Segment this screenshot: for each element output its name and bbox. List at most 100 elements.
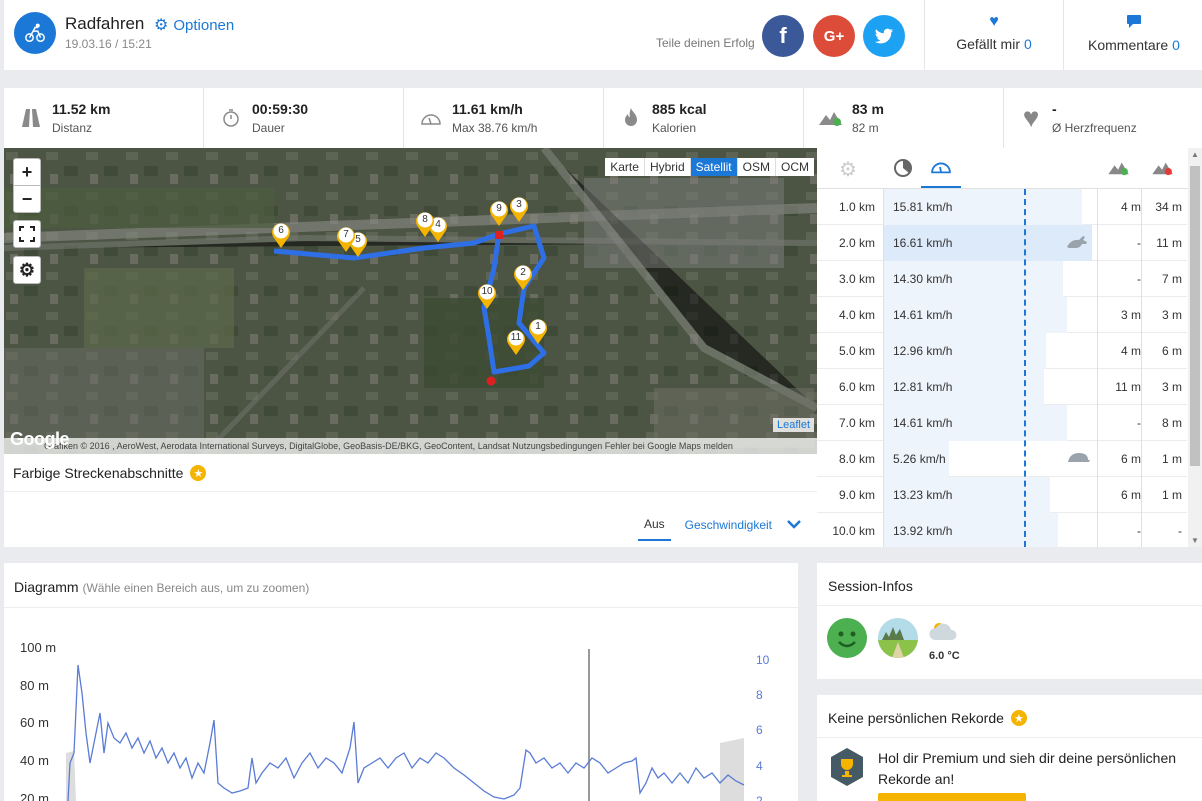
elevation-up-icon[interactable] — [1107, 160, 1131, 181]
route-marker[interactable]: 7 — [335, 225, 357, 253]
y-axis-label: 80 m — [20, 678, 49, 693]
scroll-down-icon[interactable]: ▼ — [1191, 536, 1199, 545]
split-km: 2.0 km — [838, 236, 875, 250]
stat-value: 83 m — [852, 101, 884, 117]
bicycle-icon — [14, 12, 56, 54]
route-map[interactable]: 1 2 3 4 5 6 7 8 9 10 11 + − ⚙ Karte Hybrid Satelli… — [4, 148, 817, 454]
split-speed: 14.30 km/h — [893, 272, 953, 286]
route-marker[interactable]: 1 — [527, 317, 549, 345]
stat-label: Ø Herzfrequenz — [1052, 121, 1137, 135]
split-speed: 12.81 km/h — [893, 380, 953, 394]
split-row[interactable]: 2.0 km 16.61 km/h - 11 m — [817, 225, 1187, 261]
layer-satellit[interactable]: Satellit — [689, 158, 737, 176]
split-elevation-up: 3 m — [1120, 308, 1141, 322]
tab-speed[interactable]: Geschwindigkeit — [684, 518, 772, 532]
divider — [924, 0, 925, 70]
temperature: 6.0 °C — [929, 650, 960, 662]
scrollbar-thumb[interactable] — [1190, 166, 1200, 466]
twitter-share-button[interactable] — [863, 15, 905, 57]
cloud-icon — [927, 618, 961, 647]
y2-axis-label: 8 — [756, 688, 763, 702]
split-row[interactable]: 9.0 km 13.23 km/h 6 m 1 m — [817, 477, 1187, 513]
layer-ocm[interactable]: OCM — [775, 158, 814, 176]
comments-button[interactable]: Kommentare 0 — [1084, 14, 1184, 53]
layer-osm[interactable]: OSM — [736, 158, 775, 176]
route-marker[interactable]: 10 — [476, 282, 498, 310]
options-label: Optionen — [173, 16, 235, 34]
gear-icon[interactable]: ⚙ — [839, 159, 857, 181]
split-row[interactable]: 7.0 km 14.61 km/h - 8 m — [817, 405, 1187, 441]
marker-label: 9 — [496, 203, 502, 214]
layer-karte[interactable]: Karte — [610, 160, 639, 174]
route-marker[interactable]: 11 — [505, 328, 527, 356]
split-speed: 12.96 km/h — [893, 344, 953, 358]
activity-header: Radfahren 19.03.16 / 15:21 ⚙ Optionen Te… — [4, 0, 1202, 70]
stat-elevation: 83 m 82 m — [804, 88, 1004, 148]
section-mode-tabs: Aus Geschwindigkeit — [637, 509, 802, 541]
stat-heart-rate: ♥ - Ø Herzfrequenz — [1004, 88, 1202, 148]
split-speed: 13.92 km/h — [893, 524, 953, 538]
like-button[interactable]: ♥ Gefällt mir 0 — [954, 13, 1034, 53]
route-marker[interactable]: 8 — [414, 210, 436, 238]
route-marker[interactable]: 2 — [512, 263, 534, 291]
fullscreen-button[interactable] — [13, 220, 41, 248]
split-elevation-up: - — [1137, 272, 1141, 286]
y2-axis-label: 2 — [756, 794, 763, 801]
split-row[interactable]: 3.0 km 14.30 km/h - 7 m — [817, 261, 1187, 297]
speed-bar — [883, 261, 1063, 297]
google-plus-share-button[interactable]: G+ — [813, 15, 855, 57]
scroll-up-icon[interactable]: ▲ — [1191, 150, 1199, 159]
split-elevation-down: 3 m — [1161, 380, 1182, 394]
split-speed: 13.23 km/h — [893, 488, 953, 502]
pace-icon[interactable] — [893, 158, 913, 183]
divider — [4, 491, 817, 492]
facebook-share-button[interactable]: f — [762, 15, 804, 57]
split-row[interactable]: 1.0 km 15.81 km/h 4 m 34 m — [817, 189, 1187, 225]
zoom-in-button[interactable]: + — [13, 158, 41, 186]
layer-hybrid[interactable]: Hybrid — [643, 158, 690, 176]
zoom-out-button[interactable]: − — [13, 185, 41, 213]
split-speed: 15.81 km/h — [893, 200, 953, 214]
split-elevation-down: 1 m — [1161, 452, 1182, 466]
divider — [883, 189, 884, 547]
marker-label: 4 — [435, 219, 441, 230]
google-logo: Google — [10, 429, 70, 449]
splits-scrollbar[interactable]: ▲ ▼ — [1188, 148, 1202, 547]
elevation-chart[interactable] — [4, 563, 798, 801]
split-km: 3.0 km — [838, 272, 875, 286]
route-marker[interactable]: 3 — [508, 195, 530, 223]
divider — [817, 737, 1202, 738]
split-row[interactable]: 6.0 km 12.81 km/h 11 m 3 m — [817, 369, 1187, 405]
split-row[interactable]: 4.0 km 14.61 km/h 3 m 3 m — [817, 297, 1187, 333]
split-elevation-down: 6 m — [1161, 344, 1182, 358]
route-marker[interactable]: 9 — [488, 199, 510, 227]
speedometer-icon[interactable] — [921, 148, 961, 188]
premium-message: Hol dir Premium und sieh dir deine persö… — [878, 750, 1177, 787]
split-elevation-down: 1 m — [1161, 488, 1182, 502]
split-elevation-up: 6 m — [1120, 452, 1141, 466]
premium-button[interactable] — [878, 793, 1026, 801]
tab-off[interactable]: Aus — [637, 517, 671, 541]
satellite-imagery — [4, 148, 817, 454]
split-km: 10.0 km — [832, 524, 875, 538]
chevron-down-icon[interactable] — [786, 518, 802, 532]
options-button[interactable]: ⚙ Optionen — [154, 15, 234, 35]
leaflet-link[interactable]: Leaflet — [772, 418, 814, 432]
split-elevation-up: 6 m — [1120, 488, 1141, 502]
marker-label: 11 — [510, 332, 522, 343]
heart-icon: ♥ — [989, 13, 999, 30]
split-row[interactable]: 10.0 km 13.92 km/h - - — [817, 513, 1187, 547]
map-settings-button[interactable]: ⚙ — [13, 256, 41, 284]
divider — [817, 605, 1202, 606]
rabbit-icon — [1065, 235, 1091, 252]
elevation-down-icon[interactable] — [1151, 160, 1175, 181]
split-elevation-down: 34 m — [1155, 200, 1182, 214]
colored-sections-panel: Farbige Streckenabschnitte ★ Aus Geschwi… — [4, 454, 817, 547]
split-speed: 14.61 km/h — [893, 416, 953, 430]
route-marker[interactable]: 6 — [270, 221, 292, 249]
split-row[interactable]: 8.0 km 5.26 km/h 6 m 1 m — [817, 441, 1187, 477]
split-elevation-up: 11 m — [1115, 380, 1141, 394]
split-row[interactable]: 5.0 km 12.96 km/h 4 m 6 m — [817, 333, 1187, 369]
marker-label: 7 — [343, 229, 349, 240]
speed-bar — [883, 225, 1092, 261]
